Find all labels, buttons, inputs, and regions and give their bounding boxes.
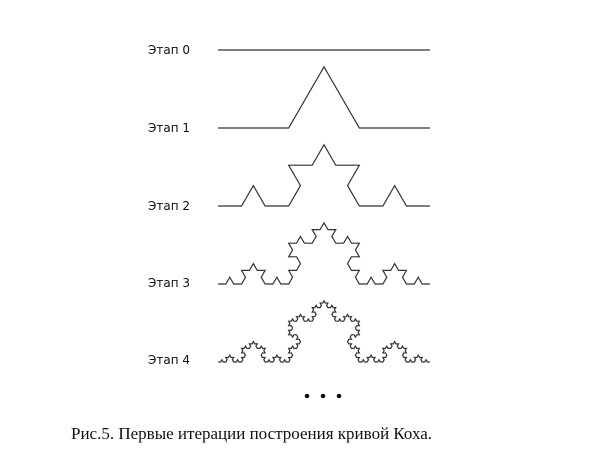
stage-4: Этап 4 — [148, 299, 430, 367]
stage-2: Этап 2 — [148, 143, 430, 213]
stage-1: Этап 1 — [148, 65, 430, 135]
stage-3: Этап 3 — [148, 221, 430, 290]
koch-curve-4 — [218, 299, 430, 363]
dot — [304, 393, 310, 399]
koch-diagram: Этап 0 Этап 1 Этап 2 Этап 3 Этап 4 — [148, 43, 430, 399]
stage-4-label: Этап 4 — [148, 353, 190, 367]
continuation-dots — [304, 393, 342, 399]
stage-2-label: Этап 2 — [148, 199, 190, 213]
koch-curve-2 — [218, 143, 430, 207]
figure-caption: Рис.5. Первые итерации построения кривой… — [71, 424, 433, 443]
koch-curve-1 — [218, 65, 430, 129]
dot — [336, 393, 342, 399]
stage-0-label: Этап 0 — [148, 43, 190, 57]
stage-1-label: Этап 1 — [148, 121, 190, 135]
stage-3-label: Этап 3 — [148, 276, 190, 290]
koch-curve-3 — [218, 221, 430, 285]
dot — [320, 393, 326, 399]
stage-0: Этап 0 — [148, 43, 430, 57]
